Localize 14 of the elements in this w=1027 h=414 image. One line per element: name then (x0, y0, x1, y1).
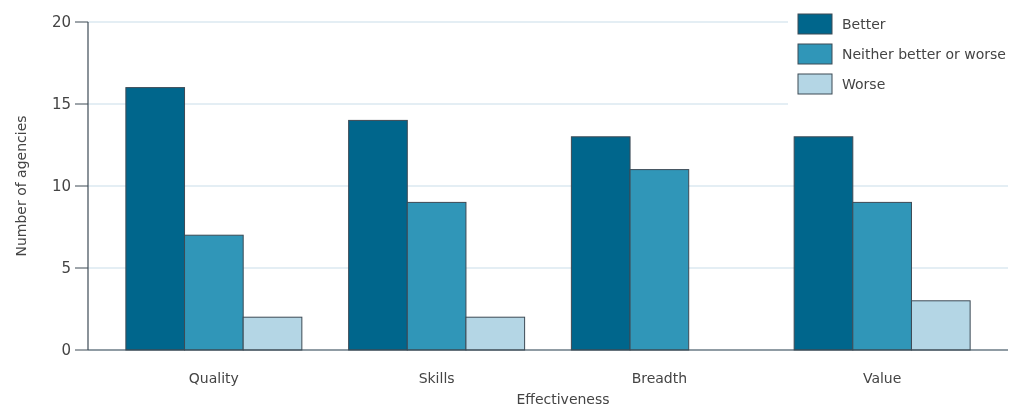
legend-label: Better (842, 15, 886, 32)
x-axis-title: Effectiveness (516, 391, 610, 407)
x-tick-label: Quality (188, 370, 239, 386)
x-tick-label: Breadth (631, 370, 688, 386)
y-axis-title: Number of agencies (13, 115, 29, 257)
legend-label: Neither better or worse (842, 45, 1006, 62)
y-tick-label: 5 (61, 259, 71, 278)
y-tick-label: 10 (51, 177, 71, 196)
y-tick-label: 0 (61, 341, 71, 360)
y-tick-label: 20 (51, 13, 71, 32)
x-tick-label: Value (862, 370, 902, 386)
y-tick-label: 15 (51, 95, 71, 114)
x-tick-label: Skills (418, 370, 455, 386)
legend-label: Worse (842, 75, 886, 92)
